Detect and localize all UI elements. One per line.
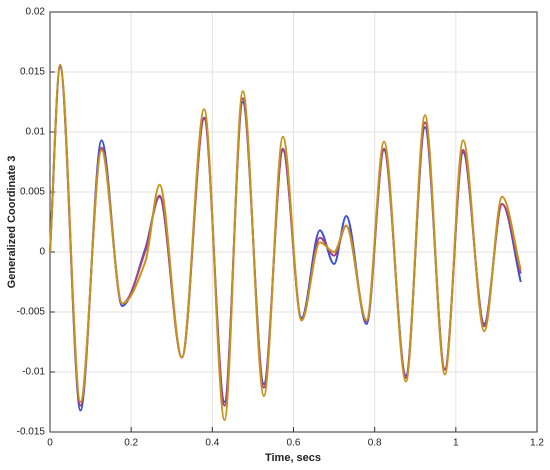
y-tick-label: -0.015 [17,427,46,438]
x-tick-label: 0.2 [124,438,138,449]
data-line [49,64,522,407]
x-tick-label: 1 [453,438,459,449]
plot-frame [49,11,538,433]
x-tick-label: 0.4 [205,438,219,449]
data-line [49,63,522,422]
y-tick-label: -0.005 [17,307,46,318]
x-axis-label: Time, secs [265,452,321,464]
x-tick-label: 0 [47,438,53,449]
x-tick-label: 1.2 [530,438,544,449]
data-line [49,66,522,412]
y-tick-label: 0.015 [20,67,45,78]
x-tick-label: 0.8 [368,438,382,449]
y-tick-label: 0 [39,247,45,258]
y-tick-label: 0.02 [26,7,46,18]
y-tick-label: -0.01 [22,367,45,378]
y-axis-label: Generalized Coordinate 3 [6,156,18,289]
y-tick-label: 0.01 [26,127,46,138]
y-tick-label: 0.005 [20,187,45,198]
x-tick-label: 0.6 [287,438,301,449]
